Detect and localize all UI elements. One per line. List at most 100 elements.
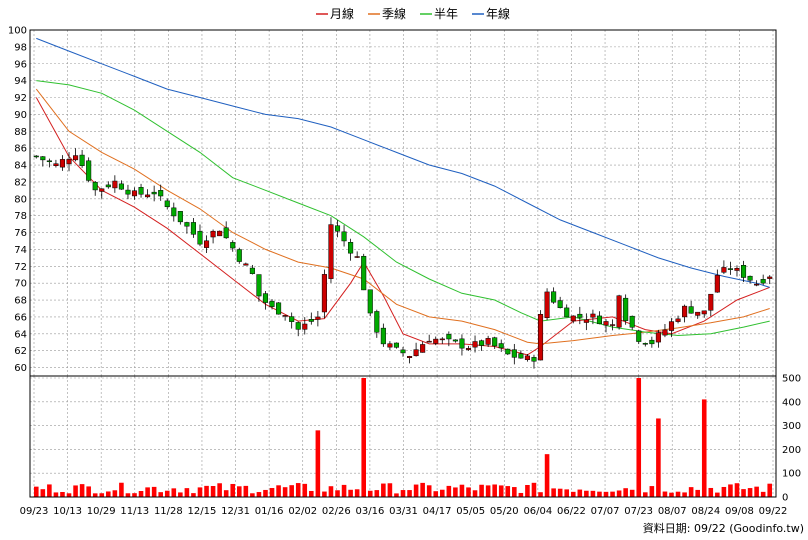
volume-bar xyxy=(675,491,681,497)
price-tick-label: 94 xyxy=(14,76,27,87)
price-tick-label: 66 xyxy=(14,312,27,323)
volume-bar xyxy=(53,492,59,497)
candle-body xyxy=(361,255,367,291)
candle-body xyxy=(33,155,39,158)
volume-bar xyxy=(656,418,661,497)
volume-bar xyxy=(381,483,386,497)
candle-body xyxy=(197,231,203,245)
volume-bar xyxy=(33,486,39,497)
date-tick-label: 07/07 xyxy=(591,506,620,517)
candle-body xyxy=(714,275,720,293)
candle-body xyxy=(708,293,714,311)
volume-bar xyxy=(760,491,766,497)
volume-bar xyxy=(269,488,275,497)
candle-body xyxy=(492,337,498,347)
candle-body xyxy=(433,338,439,344)
candle-body xyxy=(668,321,675,331)
volume-bar xyxy=(47,484,52,497)
volume-bar xyxy=(60,491,65,497)
volume-bar xyxy=(40,489,46,497)
volume-bar xyxy=(518,492,524,497)
price-tick-label: 74 xyxy=(14,245,27,256)
candle-body xyxy=(348,242,354,254)
volume-bar xyxy=(623,488,628,497)
candle-body xyxy=(46,160,52,163)
candle-body xyxy=(629,315,635,328)
legend-label: 季線 xyxy=(382,6,406,21)
candle-body xyxy=(341,231,347,242)
candle-body xyxy=(184,222,190,227)
volume-bar xyxy=(433,491,439,497)
volume-bar xyxy=(263,489,268,497)
candle-body xyxy=(727,268,733,270)
candle-body xyxy=(86,160,92,181)
candle-body xyxy=(583,319,589,323)
candle-body xyxy=(59,159,66,168)
candle-body xyxy=(459,338,465,349)
volume-bar xyxy=(256,492,262,497)
date-tick-label: 10/13 xyxy=(53,506,82,517)
candle-body xyxy=(610,324,616,326)
chart-legend: 月線 季線 半年 年線 xyxy=(316,6,510,21)
candle-body xyxy=(747,275,753,281)
date-tick-label: 08/24 xyxy=(691,506,720,517)
candle-body xyxy=(570,315,576,322)
volume-bar xyxy=(420,482,425,497)
volume-bar xyxy=(538,492,543,497)
candle-body xyxy=(158,190,164,197)
candle-body xyxy=(387,343,393,348)
volume-panel: 0 100 200 300 400 500 xyxy=(29,374,801,504)
volume-tick-label: 400 xyxy=(782,397,801,408)
volume-bar xyxy=(295,483,301,497)
date-tick-label: 02/26 xyxy=(322,506,351,517)
candle-body xyxy=(105,184,111,188)
volume-bar xyxy=(125,493,131,497)
candle-body xyxy=(577,313,583,318)
date-tick-label: 01/16 xyxy=(255,506,284,517)
candle-body xyxy=(531,357,537,362)
volume-bar xyxy=(741,489,746,497)
candle-body xyxy=(145,194,151,198)
volume-bar xyxy=(92,493,98,497)
candle-body xyxy=(302,323,308,330)
volume-bar xyxy=(413,484,419,497)
volume-bar xyxy=(315,430,321,497)
candle-body xyxy=(92,181,98,191)
volume-bar xyxy=(217,483,222,497)
candle-body xyxy=(236,249,242,262)
candle-body xyxy=(596,315,603,325)
candle-body xyxy=(73,155,79,161)
candle-body xyxy=(551,291,557,303)
volume-bar xyxy=(348,489,353,497)
volume-bar xyxy=(649,486,655,497)
candle-body xyxy=(367,289,373,314)
candle-body xyxy=(210,230,216,238)
candle-body xyxy=(217,230,223,237)
price-tick-label: 82 xyxy=(14,177,27,188)
date-tick-label: 06/22 xyxy=(557,506,586,517)
volume-bar xyxy=(309,490,314,497)
candle-body xyxy=(400,349,406,354)
volume-bar xyxy=(472,490,478,497)
date-tick-label: 04/17 xyxy=(423,506,452,517)
volume-bar xyxy=(197,487,203,497)
volume-bar xyxy=(715,492,720,497)
candle-body xyxy=(125,189,131,195)
volume-bar xyxy=(276,485,281,497)
volume-frame xyxy=(29,375,777,498)
candle-body xyxy=(740,265,747,278)
candle-body xyxy=(269,300,275,307)
candle-body xyxy=(354,256,360,258)
volume-bar xyxy=(701,399,707,497)
candle-body xyxy=(636,330,642,342)
volume-bar xyxy=(374,490,380,497)
candle-body xyxy=(564,307,570,318)
candle-body xyxy=(230,242,236,249)
volume-y-ticks: 0 100 200 300 400 500 xyxy=(782,374,801,504)
volume-bar xyxy=(151,486,157,497)
price-tick-label: 84 xyxy=(14,161,27,172)
legend-label: 月線 xyxy=(330,6,354,21)
volume-bar xyxy=(525,484,530,497)
candle-body xyxy=(642,343,648,345)
date-tick-label: 10/29 xyxy=(87,506,116,517)
